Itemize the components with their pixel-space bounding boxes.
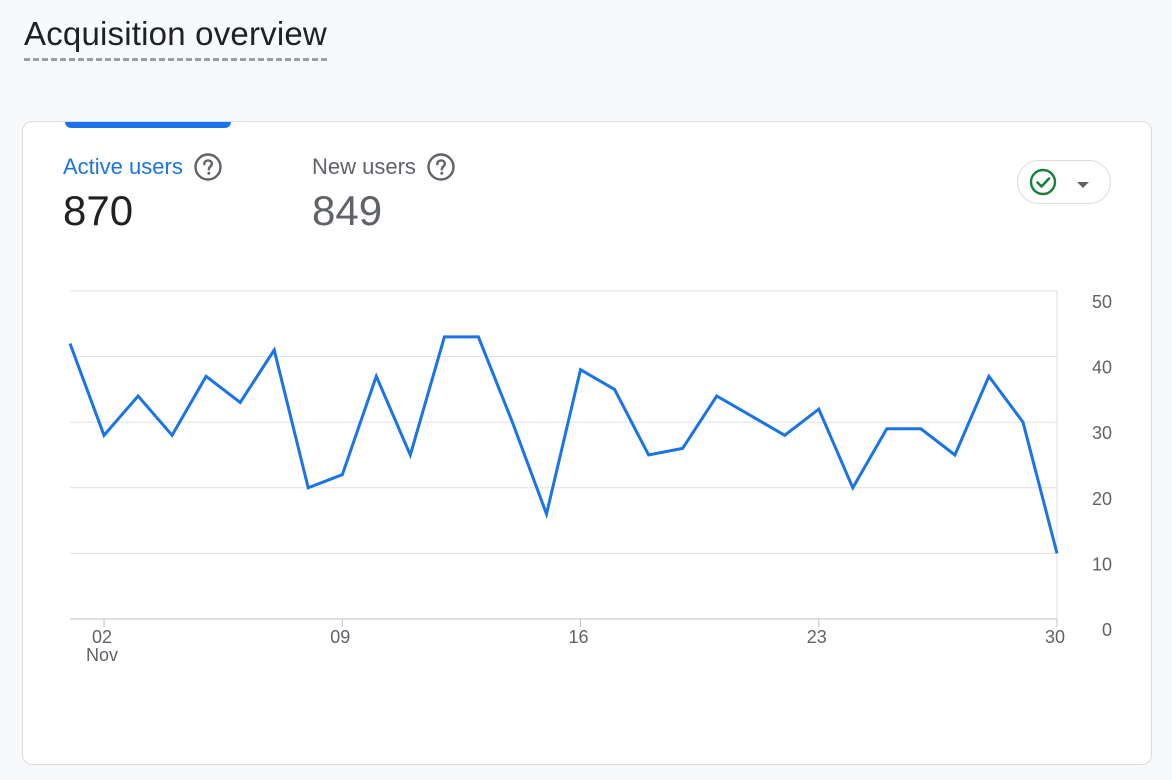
metric-tab-new-users[interactable]: New users 849 bbox=[312, 152, 456, 236]
y-tick-label: 20 bbox=[1092, 489, 1112, 509]
y-tick-label: 40 bbox=[1092, 358, 1112, 378]
page-title[interactable]: Acquisition overview bbox=[24, 14, 327, 61]
new-users-label: New users bbox=[312, 154, 416, 179]
series-line bbox=[68, 335, 1059, 554]
acquisition-card: Active users 870 New users 849 bbox=[22, 121, 1152, 765]
x-tick-sublabel: Nov bbox=[86, 645, 118, 665]
help-icon[interactable] bbox=[426, 152, 456, 182]
help-icon[interactable] bbox=[193, 152, 223, 182]
caret-down-icon bbox=[1076, 177, 1090, 188]
active-users-label: Active users bbox=[63, 154, 183, 179]
metric-tab-active-users[interactable]: Active users 870 bbox=[63, 152, 223, 236]
active-tab-indicator bbox=[65, 122, 231, 128]
x-tick-label: 09 bbox=[330, 627, 350, 647]
x-tick-label: 30 bbox=[1045, 627, 1065, 647]
active-users-value: 870 bbox=[63, 187, 134, 234]
x-tick-label: 02 bbox=[92, 627, 112, 647]
comparison-dropdown[interactable] bbox=[1017, 160, 1111, 204]
y-tick-label: 10 bbox=[1092, 554, 1112, 574]
x-tick-label: 23 bbox=[807, 627, 827, 647]
check-circle-icon bbox=[1028, 167, 1058, 197]
x-tick-label: 16 bbox=[569, 627, 589, 647]
y-tick-label: 30 bbox=[1092, 423, 1112, 443]
new-users-value: 849 bbox=[312, 187, 383, 234]
y-tick-label: 0 bbox=[1102, 620, 1112, 640]
y-tick-label: 50 bbox=[1092, 292, 1112, 312]
